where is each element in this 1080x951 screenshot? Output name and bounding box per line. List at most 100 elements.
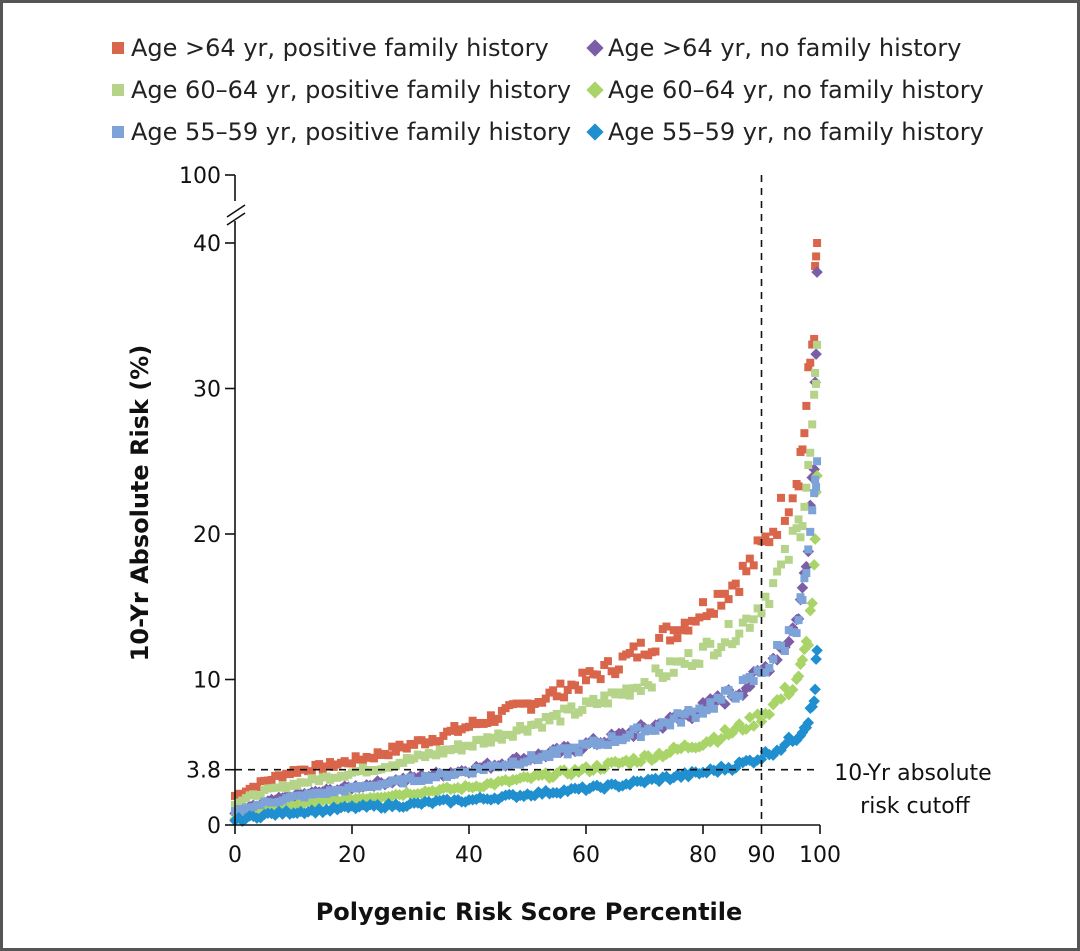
- point-age-55-59-yr-positive-family-history: [724, 685, 733, 694]
- point-age-60-64-yr-no-family-history: [802, 639, 815, 651]
- point-age-64-yr-positive-family-history: [494, 714, 503, 723]
- point-age-64-yr-positive-family-history: [267, 775, 276, 784]
- point-age-64-yr-positive-family-history: [614, 665, 623, 674]
- point-age-55-59-yr-positive-family-history: [574, 748, 583, 757]
- point-age-60-64-yr-positive-family-history: [717, 643, 726, 652]
- point-age-55-59-yr-positive-family-history: [812, 483, 821, 492]
- point-age-55-59-yr-positive-family-history: [680, 710, 689, 719]
- point-age-64-yr-positive-family-history: [713, 589, 722, 598]
- point-age-55-59-yr-positive-family-history: [802, 569, 811, 578]
- point-age-55-59-yr-positive-family-history: [765, 663, 774, 672]
- point-age-60-64-yr-positive-family-history: [523, 727, 532, 736]
- point-age-55-59-yr-no-family-history: [802, 717, 815, 729]
- point-age-64-yr-positive-family-history: [699, 598, 707, 607]
- point-age-64-yr-positive-family-history: [802, 401, 811, 410]
- point-age-60-64-yr-positive-family-history: [655, 668, 664, 677]
- point-age-60-64-yr-positive-family-history: [804, 460, 813, 469]
- point-age-60-64-yr-no-family-history: [775, 693, 787, 705]
- point-age-64-yr-positive-family-history: [655, 633, 664, 642]
- point-age-64-yr-positive-family-history: [596, 675, 605, 684]
- point-age-64-yr-positive-family-history: [669, 626, 678, 635]
- point-age-55-59-yr-positive-family-history: [810, 489, 819, 498]
- point-age-60-64-yr-positive-family-history: [432, 751, 441, 760]
- point-age-64-yr-positive-family-history: [592, 670, 601, 679]
- point-age-60-64-yr-positive-family-history: [749, 615, 758, 624]
- point-age-55-59-yr-positive-family-history: [633, 723, 642, 732]
- point-age-60-64-yr-positive-family-history: [567, 702, 576, 711]
- point-age-55-59-yr-positive-family-history: [651, 726, 660, 735]
- point-age-60-64-yr-positive-family-history: [457, 746, 466, 755]
- point-age-60-64-yr-positive-family-history: [794, 515, 803, 524]
- point-age-60-64-yr-positive-family-history: [439, 749, 448, 758]
- point-age-55-59-yr-no-family-history: [808, 695, 820, 707]
- point-age-64-yr-positive-family-history: [369, 754, 378, 763]
- point-age-55-59-yr-positive-family-history: [607, 732, 616, 741]
- point-age-64-yr-positive-family-history: [784, 508, 793, 517]
- point-age-55-59-yr-positive-family-history: [811, 475, 820, 484]
- point-age-60-64-yr-no-family-history: [763, 708, 776, 721]
- point-age-55-59-yr-positive-family-history: [636, 733, 645, 742]
- point-age-60-64-yr-positive-family-history: [742, 614, 751, 623]
- x-tick-label: 100: [799, 843, 841, 868]
- point-age-64-yr-positive-family-history: [578, 668, 587, 677]
- point-age-64-yr-positive-family-history: [560, 693, 569, 702]
- point-age-60-64-yr-no-family-history: [808, 559, 820, 571]
- point-age-60-64-yr-positive-family-history: [765, 599, 774, 608]
- point-age-60-64-yr-positive-family-history: [497, 735, 506, 744]
- point-age-64-yr-positive-family-history: [720, 589, 729, 598]
- point-age-64-yr-positive-family-history: [326, 758, 335, 767]
- point-age-64-yr-positive-family-history: [709, 609, 718, 618]
- point-age-60-64-yr-positive-family-history: [802, 483, 811, 492]
- point-age-55-59-yr-positive-family-history: [806, 527, 815, 536]
- point-age-55-59-yr-positive-family-history: [709, 704, 718, 713]
- legend-marker-age-55-59-yr-no-family-history: [586, 123, 604, 141]
- point-age-60-64-yr-positive-family-history: [545, 716, 554, 725]
- point-age-64-yr-positive-family-history: [439, 731, 448, 740]
- point-age-60-64-yr-positive-family-history: [479, 739, 488, 748]
- legend-marker-age-60-64-yr-positive-family-history: [112, 84, 124, 96]
- point-age-55-59-yr-positive-family-history: [432, 773, 441, 782]
- point-age-64-yr-positive-family-history: [571, 681, 580, 690]
- point-age-64-yr-positive-family-history: [780, 516, 789, 525]
- point-age-60-64-yr-positive-family-history: [769, 579, 778, 588]
- point-age-60-64-yr-positive-family-history: [731, 637, 740, 646]
- point-age-64-yr-positive-family-history: [742, 567, 751, 576]
- point-age-60-64-yr-positive-family-history: [808, 420, 817, 429]
- point-age-55-59-yr-positive-family-history: [761, 668, 770, 677]
- cutoff-label-line1: 10-Yr absolute: [834, 761, 991, 786]
- legend-marker-age-55-59-yr-positive-family-history: [112, 126, 124, 138]
- axes: 0 3.8 10 20 30 40 100 0 20 40 60 80 90 100: [179, 164, 841, 868]
- point-age-55-59-yr-positive-family-history: [673, 709, 682, 718]
- point-age-55-59-yr-positive-family-history: [677, 718, 686, 727]
- point-age-60-64-yr-positive-family-history: [454, 740, 463, 749]
- point-age-60-64-yr-positive-family-history: [796, 533, 805, 542]
- point-age-55-59-yr-positive-family-history: [798, 596, 807, 605]
- scatter-chart: Age >64 yr, positive family history Age >…: [112, 34, 992, 926]
- y-axis-title: 10-Yr Absolute Risk (%): [126, 345, 154, 662]
- point-age-60-64-yr-positive-family-history: [578, 706, 587, 715]
- point-age-64-yr-positive-family-history: [285, 770, 294, 779]
- point-age-55-59-yr-positive-family-history: [523, 757, 532, 766]
- point-age-64-yr-positive-family-history: [695, 613, 704, 622]
- point-age-55-59-yr-no-family-history: [810, 653, 822, 665]
- y-tick-label: 100: [179, 164, 221, 189]
- point-age-55-59-yr-positive-family-history: [780, 646, 789, 655]
- point-age-60-64-yr-positive-family-history: [358, 763, 367, 772]
- cutoff-lines: [235, 175, 815, 825]
- point-age-64-yr-positive-family-history: [749, 561, 758, 570]
- point-age-60-64-yr-positive-family-history: [494, 729, 503, 738]
- point-age-64-yr-positive-family-history: [450, 722, 459, 731]
- point-age-60-64-yr-positive-family-history: [512, 726, 521, 735]
- legend-marker-age-60-64-yr-no-family-history: [586, 81, 604, 99]
- data-points: [229, 239, 823, 828]
- legend-label-age-60-64-yr-no-family-history: Age 60–64 yr, no family history: [608, 76, 984, 104]
- point-age-60-64-yr-positive-family-history: [625, 691, 634, 700]
- point-age-60-64-yr-no-family-history: [786, 683, 799, 696]
- point-age-60-64-yr-positive-family-history: [490, 733, 499, 742]
- point-age-64-yr-positive-family-history: [538, 698, 547, 707]
- point-age-60-64-yr-positive-family-history: [618, 690, 627, 699]
- point-age-64-yr-no-family-history: [811, 266, 823, 278]
- point-age-60-64-yr-no-family-history: [806, 597, 818, 609]
- point-age-60-64-yr-positive-family-history: [552, 709, 561, 718]
- point-age-55-59-yr-no-family-history: [811, 644, 823, 657]
